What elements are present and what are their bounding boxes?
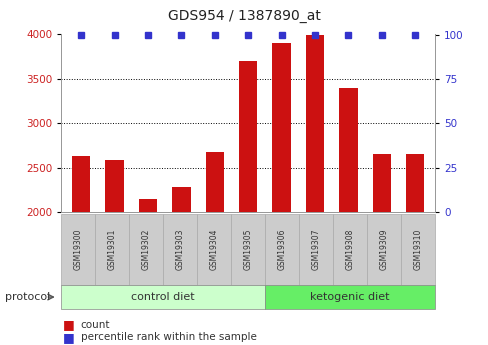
- Text: GSM19308: GSM19308: [345, 229, 354, 270]
- Text: GSM19307: GSM19307: [311, 228, 320, 270]
- Bar: [139, 199, 157, 212]
- Bar: [105, 160, 123, 212]
- Bar: [239, 61, 257, 212]
- Text: GSM19309: GSM19309: [379, 228, 388, 270]
- Bar: [405, 154, 424, 212]
- Text: GSM19310: GSM19310: [413, 229, 422, 270]
- Text: ■: ■: [62, 331, 74, 344]
- Text: GSM19302: GSM19302: [142, 229, 150, 270]
- Bar: [172, 187, 190, 212]
- Text: GSM19306: GSM19306: [277, 228, 286, 270]
- Text: ketogenic diet: ketogenic diet: [310, 292, 389, 302]
- Bar: [272, 43, 290, 212]
- Bar: [339, 88, 357, 212]
- Text: protocol: protocol: [5, 292, 50, 302]
- Bar: [372, 154, 390, 212]
- Text: ■: ■: [62, 318, 74, 332]
- Text: count: count: [81, 320, 110, 330]
- Text: percentile rank within the sample: percentile rank within the sample: [81, 333, 256, 342]
- Text: GSM19305: GSM19305: [243, 228, 252, 270]
- Text: GSM19300: GSM19300: [74, 228, 82, 270]
- Bar: [205, 152, 224, 212]
- Text: GSM19301: GSM19301: [107, 229, 117, 270]
- Text: GSM19304: GSM19304: [209, 228, 218, 270]
- Text: GSM19303: GSM19303: [175, 228, 184, 270]
- Text: GDS954 / 1387890_at: GDS954 / 1387890_at: [168, 9, 320, 23]
- Text: control diet: control diet: [131, 292, 195, 302]
- Bar: [72, 156, 90, 212]
- Bar: [305, 34, 324, 212]
